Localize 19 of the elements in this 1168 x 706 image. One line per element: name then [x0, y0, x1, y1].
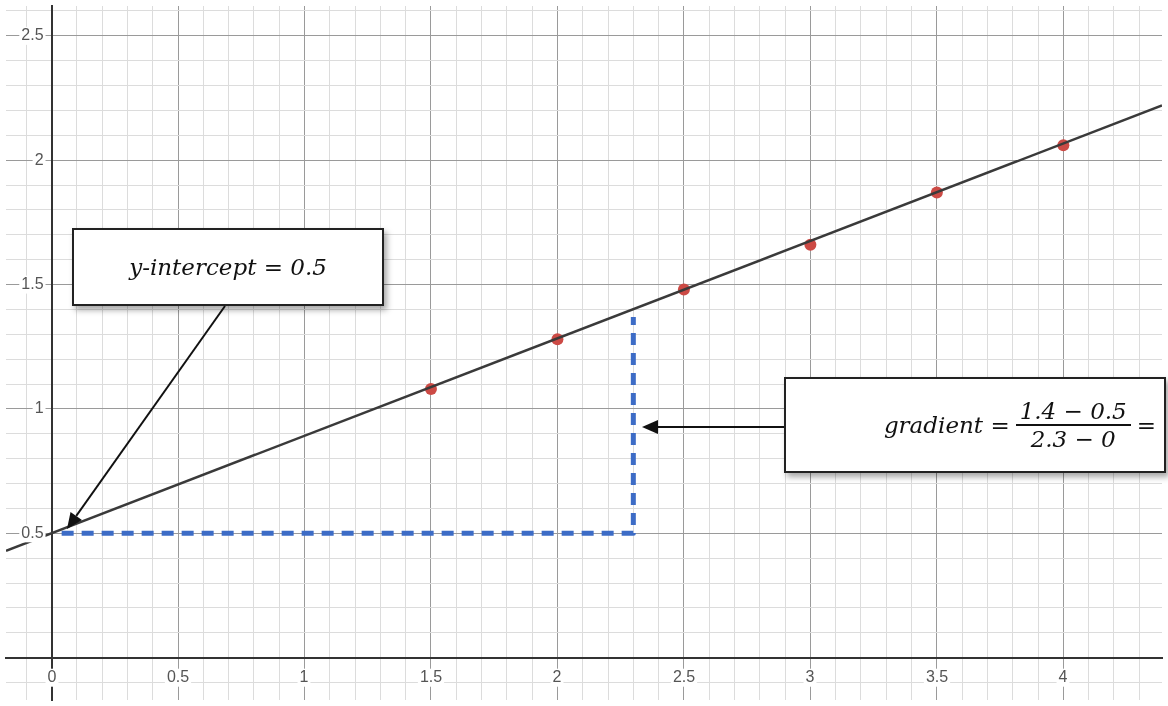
annotation: gradient = [883, 412, 1010, 438]
annotation: 2.3 − 0 [1030, 426, 1116, 452]
annotation: = [1136, 412, 1156, 438]
y-tick-label: 0.5 [21, 523, 44, 541]
y-tick-label: 1.5 [21, 275, 44, 292]
x-tick-label: 0 [47, 668, 57, 686]
x-tick-label: 1 [299, 668, 309, 686]
x-tick-label: 2 [552, 668, 562, 686]
y-tick-label: 1 [34, 399, 44, 417]
x-tick-label: 0.5 [166, 668, 190, 686]
y-tick-label: 2 [34, 150, 44, 168]
x-tick-label: 3 [805, 668, 815, 686]
annotation: 1.4 − 0.5 [1015, 398, 1131, 426]
callout-box: y-intercept = 0.5 [72, 228, 384, 306]
x-tick-label: 3.5 [925, 668, 949, 686]
x-tick-label: 2.5 [672, 668, 696, 686]
x-tick-label: 1.5 [419, 668, 443, 686]
y-tick-label: 2.5 [21, 26, 44, 44]
x-tick-label: 4 [1058, 668, 1068, 686]
